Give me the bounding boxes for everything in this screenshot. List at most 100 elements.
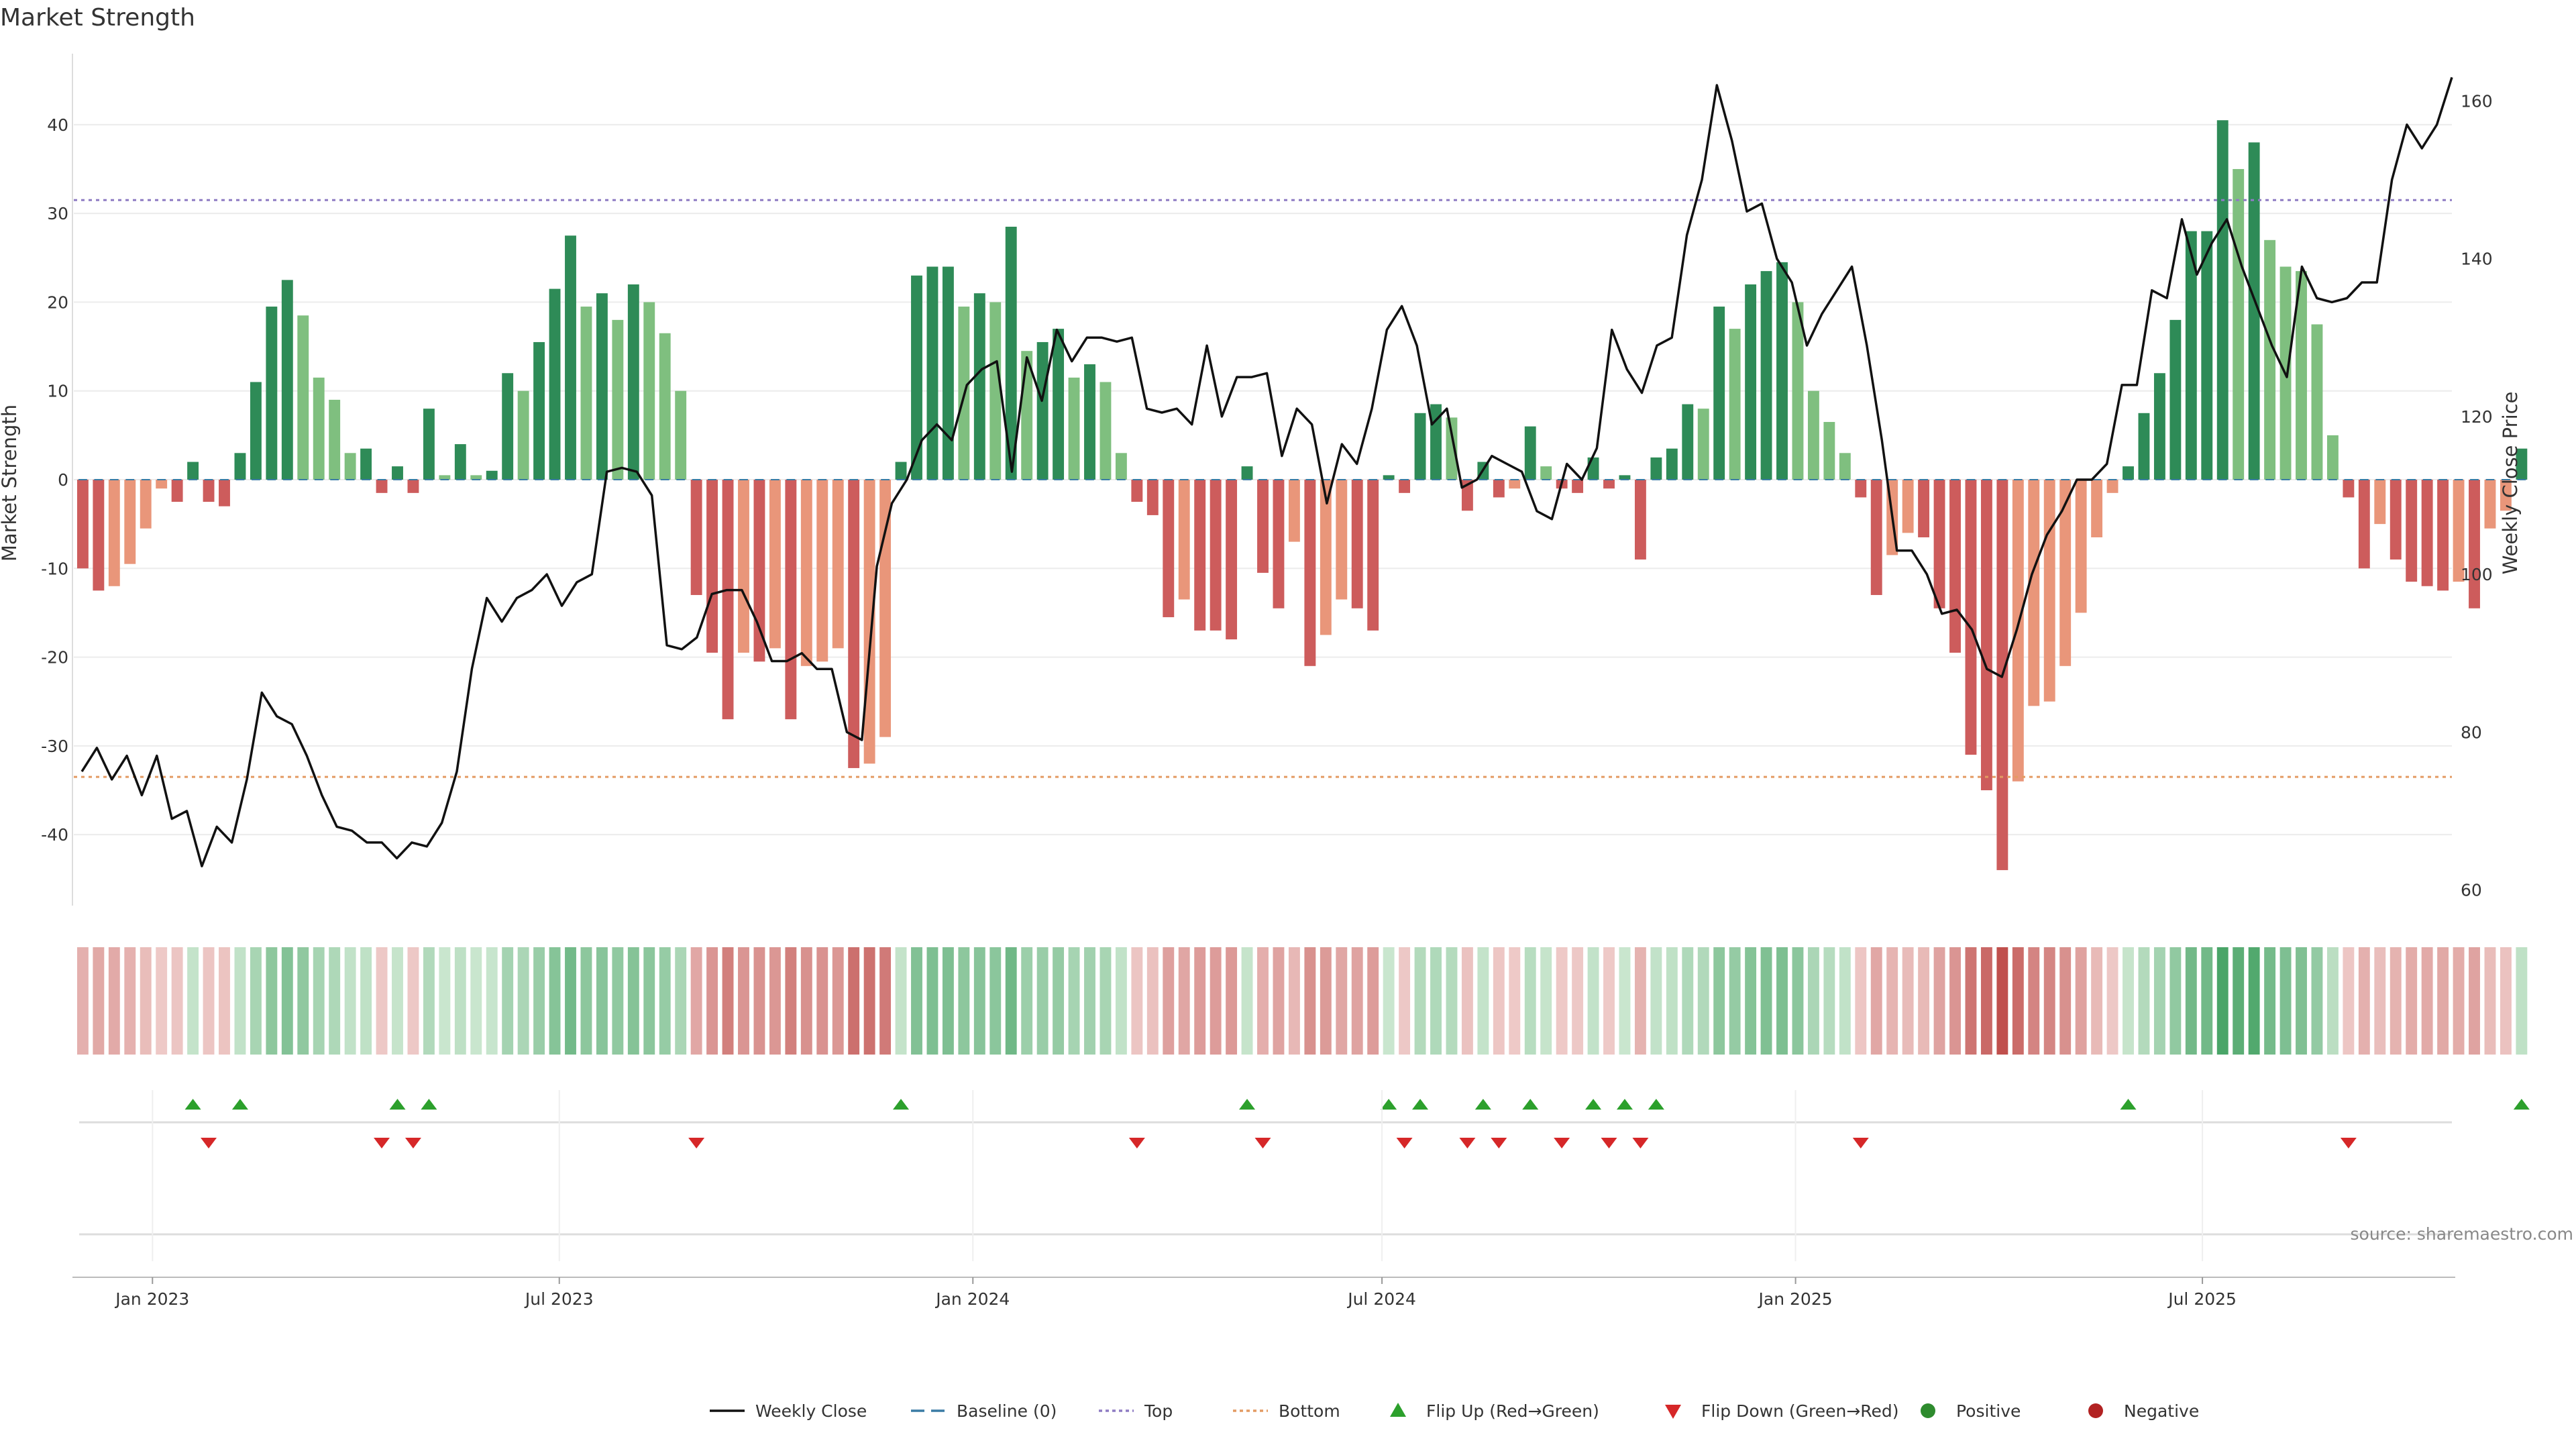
strength-bar — [1226, 480, 1238, 640]
heat-cell — [470, 947, 482, 1055]
heat-cell — [1587, 947, 1599, 1055]
strength-bar — [1807, 390, 1819, 480]
legend-item: Flip Down (Green→Red) — [1665, 1401, 1899, 1421]
heat-cell — [281, 947, 293, 1055]
strength-bar — [1965, 480, 1977, 755]
strength-bar — [1745, 284, 1757, 480]
legend-item: Baseline (0) — [911, 1401, 1057, 1421]
heat-cell — [1650, 947, 1662, 1055]
heat-cell — [1414, 947, 1426, 1055]
strength-bar — [753, 480, 765, 662]
flip-down-marker — [1554, 1138, 1570, 1148]
strength-bar — [297, 315, 309, 480]
heat-cell — [722, 947, 734, 1055]
flip-up-marker — [1412, 1099, 1429, 1110]
heat-cell — [2059, 947, 2072, 1055]
strength-bar — [1666, 448, 1678, 480]
heat-cell — [171, 947, 183, 1055]
strength-bar — [2169, 319, 2182, 480]
strength-bar — [392, 466, 403, 480]
strength-bar — [2390, 480, 2402, 560]
heat-cell — [1855, 947, 1867, 1055]
heat-cell — [2500, 947, 2512, 1055]
right-tick-label: 140 — [2461, 250, 2493, 269]
heat-cell — [1210, 947, 1222, 1055]
heat-cell — [1320, 947, 1332, 1055]
strength-bar — [171, 480, 183, 502]
heat-cell — [643, 947, 655, 1055]
strength-bar — [895, 462, 907, 480]
heat-cell — [2091, 947, 2103, 1055]
strength-bar — [1036, 341, 1049, 480]
left-tick-label: 30 — [47, 204, 68, 223]
heat-cell — [1697, 947, 1709, 1055]
heat-cell — [2169, 947, 2182, 1055]
heat-cell — [2233, 947, 2245, 1055]
strength-bar — [1351, 480, 1363, 608]
heat-cell — [1178, 947, 1190, 1055]
heat-cell — [549, 947, 561, 1055]
flip-down-marker — [1254, 1138, 1271, 1148]
heat-cell — [517, 947, 529, 1055]
strength-bar — [2201, 231, 2213, 480]
strength-bar — [1414, 413, 1426, 480]
heat-cell — [2216, 947, 2229, 1055]
heat-cell — [2185, 947, 2197, 1055]
weekly-close-path — [80, 76, 2453, 867]
strength-bar — [376, 480, 388, 493]
left-tick-label: -20 — [41, 648, 68, 667]
heat-cell — [344, 947, 356, 1055]
strength-bar — [1320, 480, 1332, 635]
heat-cell — [2343, 947, 2355, 1055]
heat-cell — [203, 947, 215, 1055]
strength-bar — [1980, 480, 1992, 791]
legend-label: Top — [1144, 1401, 1173, 1421]
strength-bar — [1288, 480, 1300, 542]
heat-cell — [2264, 947, 2276, 1055]
heat-cell — [1666, 947, 1678, 1055]
strength-bar — [1446, 417, 1458, 480]
strength-bar — [2343, 480, 2355, 498]
legend-label: Flip Down (Green→Red) — [1701, 1401, 1899, 1421]
heat-cell — [2138, 947, 2150, 1055]
right-tick-label: 120 — [2461, 407, 2493, 427]
strength-bar — [1178, 480, 1190, 600]
strength-bar — [1509, 480, 1521, 489]
heat-cell — [816, 947, 828, 1055]
strength-bar — [1619, 475, 1631, 480]
heat-cell — [1745, 947, 1757, 1055]
heat-cell — [832, 947, 844, 1055]
heat-cell — [1068, 947, 1080, 1055]
heat-cell — [1996, 947, 2008, 1055]
heat-cell — [895, 947, 907, 1055]
strength-bar — [800, 480, 812, 666]
strength-bar — [769, 480, 781, 649]
heat-cell — [219, 947, 230, 1055]
heat-cell — [1572, 947, 1584, 1055]
chart-title: Market Strength — [0, 4, 195, 32]
strength-bar — [848, 480, 860, 768]
strength-bar — [187, 462, 199, 480]
heat-cell — [1477, 947, 1489, 1055]
heat-cell — [973, 947, 985, 1055]
strength-bar — [549, 288, 561, 480]
flip-up-marker — [1381, 1099, 1397, 1110]
x-tick-label: Jan 2023 — [114, 1289, 189, 1309]
strength-bar — [1399, 480, 1411, 493]
strength-bar — [565, 235, 576, 480]
heat-cell — [627, 947, 639, 1055]
heat-cell — [439, 947, 451, 1055]
strength-bar — [1713, 307, 1725, 480]
strength-bar — [1697, 409, 1709, 480]
strength-bar — [1776, 262, 1788, 480]
strength-bar — [1257, 480, 1269, 573]
heat-cell — [2484, 947, 2496, 1055]
flip-up-marker — [1616, 1099, 1633, 1110]
weekly-close-line — [80, 76, 2453, 867]
heat-cell — [1949, 947, 1961, 1055]
strength-bar — [722, 480, 734, 720]
flip-up-marker — [184, 1099, 201, 1110]
strength-bar — [2326, 435, 2339, 480]
heat-cell — [1399, 947, 1411, 1055]
legend-label: Positive — [1956, 1401, 2021, 1421]
